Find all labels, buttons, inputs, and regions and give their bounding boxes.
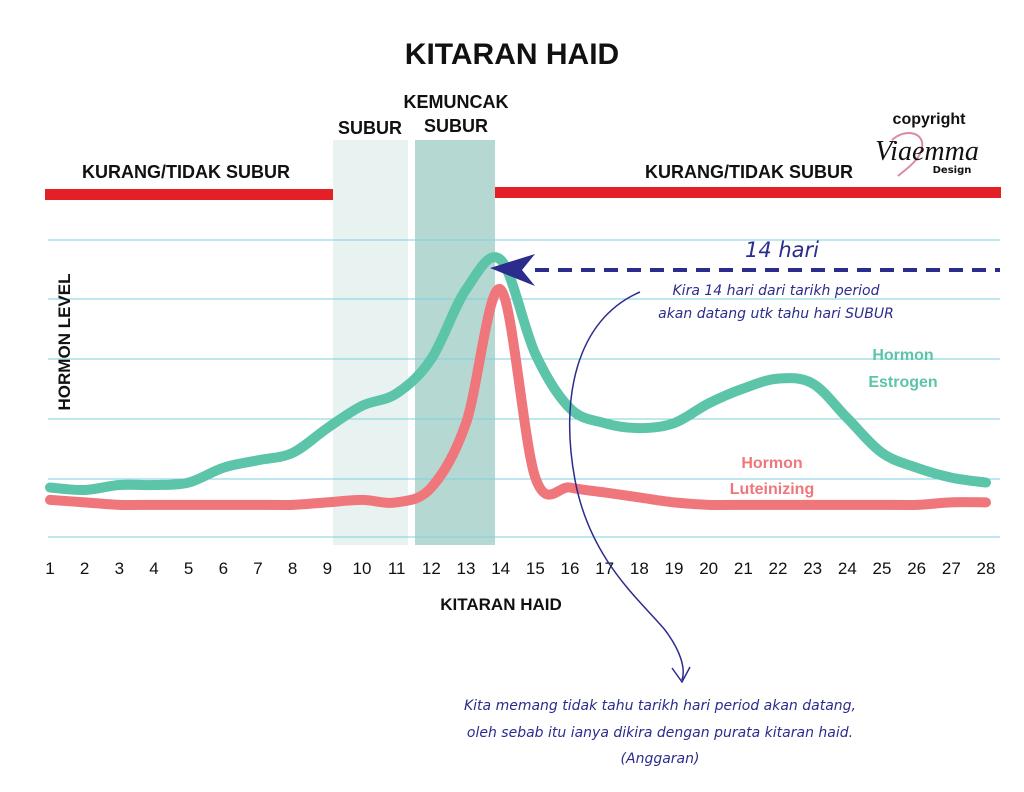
x-tick-label: 6 — [219, 559, 228, 578]
x-tick-label: 3 — [115, 559, 124, 578]
x-tick-label: 24 — [838, 559, 857, 578]
x-tick-label: 11 — [388, 559, 406, 578]
series-label-estrogen-line1: Hormon — [872, 347, 933, 364]
x-tick-label: 10 — [353, 559, 372, 578]
x-axis-ticks: 1 2 3 4 5 6 7 8 9 10 11 12 13 14 15 16 17 18 19 20 21 22 23 24 2… — [45, 559, 995, 578]
x-tick-label: 19 — [665, 559, 684, 578]
infertile-bar-right — [495, 187, 1001, 198]
x-tick-label: 18 — [630, 559, 649, 578]
x-tick-label: 26 — [907, 559, 926, 578]
x-tick-label: 20 — [699, 559, 718, 578]
bottom-note-line1: Kita memang tidak tahu tarikh hari perio… — [464, 698, 856, 714]
series-label-estrogen-line2: Estrogen — [868, 374, 937, 391]
x-tick-label: 5 — [184, 559, 193, 578]
y-axis-label: HORMON LEVEL — [55, 274, 74, 411]
x-tick-label: 23 — [803, 559, 822, 578]
x-tick-label: 25 — [873, 559, 892, 578]
brand-sub: Design — [933, 165, 972, 176]
zone-label-peak-line1: KEMUNCAK — [404, 92, 509, 112]
series-line-estrogen — [45, 252, 991, 496]
x-tick-label: 21 — [734, 559, 753, 578]
x-tick-label: 2 — [80, 559, 89, 578]
x-tick-label: 9 — [323, 559, 332, 578]
x-tick-label: 17 — [595, 559, 614, 578]
x-tick-label: 4 — [149, 559, 158, 578]
x-tick-label: 12 — [422, 559, 441, 578]
x-tick-label: 15 — [526, 559, 545, 578]
x-tick-label: 27 — [942, 559, 961, 578]
curved-arrow-head-icon — [671, 666, 691, 684]
x-tick-label: 22 — [769, 559, 788, 578]
arrow-head-icon — [490, 254, 535, 286]
fourteen-days-label: 14 hari — [745, 238, 819, 262]
zone-label-infertile-left: KURANG/TIDAK SUBUR — [82, 162, 290, 182]
x-tick-label: 8 — [288, 559, 297, 578]
arrow-note-line2: akan datang utk tahu hari SUBUR — [658, 306, 894, 322]
infertile-bar-left — [45, 189, 333, 200]
x-tick-label: 28 — [977, 559, 996, 578]
x-tick-label: 16 — [561, 559, 580, 578]
zone-label-fertile: SUBUR — [338, 118, 402, 138]
x-axis-label: KITARAN HAID — [440, 595, 562, 614]
series-label-lh-line2: Luteinizing — [730, 481, 814, 498]
x-tick-label: 14 — [491, 559, 510, 578]
series-line-luteinizing — [45, 284, 991, 511]
fertile-zone-band — [333, 140, 408, 545]
zone-label-peak-line2: SUBUR — [424, 116, 488, 136]
brand-name: Viaemma — [875, 136, 979, 167]
logo-swirl-icon — [891, 132, 924, 177]
x-tick-label: 1 — [45, 559, 54, 578]
series-label-lh-line1: Hormon — [741, 455, 802, 472]
x-tick-label: 7 — [253, 559, 262, 578]
zone-label-infertile-right: KURANG/TIDAK SUBUR — [645, 162, 853, 182]
copyright-text: copyright — [893, 111, 967, 128]
arrow-note-line1: Kira 14 hari dari tarikh period — [673, 283, 880, 299]
curved-arrow-icon — [568, 291, 684, 681]
chart-title: KITARAN HAID — [405, 38, 619, 71]
bottom-note-line2: oleh sebab itu ianya dikira dengan purat… — [467, 725, 853, 741]
copyright-logo: copyright Viaemma Design — [875, 111, 979, 177]
bottom-note-line3: (Anggaran) — [621, 751, 700, 767]
x-tick-label: 13 — [457, 559, 476, 578]
